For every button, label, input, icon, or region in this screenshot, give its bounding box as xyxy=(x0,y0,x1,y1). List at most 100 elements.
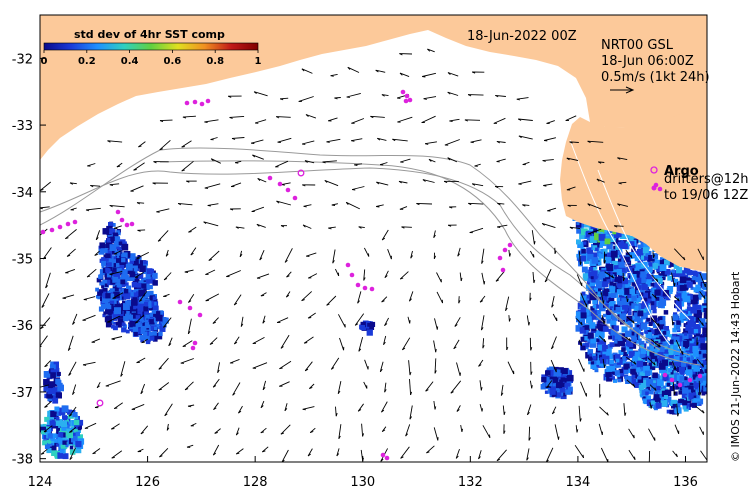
sst-pixel xyxy=(645,371,650,376)
sst-pixel xyxy=(121,258,125,262)
sst-pixel xyxy=(48,441,51,444)
sst-pixel xyxy=(70,446,74,450)
sst-pixel xyxy=(48,381,55,388)
sst-pixel xyxy=(57,453,63,459)
sst-pixel xyxy=(597,291,600,294)
sst-pixel xyxy=(588,300,591,303)
drifter-dot xyxy=(278,182,283,187)
sst-pixel xyxy=(124,289,128,293)
drifter-dot xyxy=(356,283,361,288)
sst-pixel xyxy=(687,357,691,361)
sst-pixel xyxy=(52,398,58,404)
sst-pixel xyxy=(634,383,639,388)
sst-pixel xyxy=(676,325,680,329)
credit-text: © IMOS 21-Jun-2022 14:43 Hobart xyxy=(729,271,742,462)
sst-pixel xyxy=(652,309,656,313)
sst-pixel xyxy=(592,257,599,264)
drifter-dot xyxy=(73,220,78,225)
sst-pixel xyxy=(630,237,633,240)
sst-pixel xyxy=(687,303,690,306)
sst-pixel xyxy=(680,313,686,319)
sst-pixel xyxy=(687,307,691,311)
sst-pixel xyxy=(661,400,668,407)
sst-pixel xyxy=(672,269,676,273)
sst-pixel xyxy=(56,417,60,421)
sst-pixel xyxy=(678,399,682,403)
sst-pixel xyxy=(152,280,158,286)
sst-pixel xyxy=(126,264,133,271)
drifters-label-line2: to 19/06 12Z xyxy=(664,188,748,203)
colorbar-tick-label: 0.8 xyxy=(206,56,224,67)
sst-pixel xyxy=(618,379,622,383)
current-arrowhead xyxy=(188,232,191,233)
sst-pixel xyxy=(693,271,698,276)
sst-pixel xyxy=(680,376,685,381)
sst-pixel xyxy=(57,372,61,376)
sst-pixel xyxy=(51,450,57,456)
current-arrow xyxy=(468,95,483,96)
sst-pixel xyxy=(75,441,81,447)
sst-pixel xyxy=(610,282,614,286)
sst-pixel xyxy=(690,307,697,314)
drifter-dot xyxy=(370,287,375,292)
sst-pixel xyxy=(684,333,687,336)
sst-pixel xyxy=(110,237,115,242)
sst-pixel xyxy=(545,370,551,376)
sst-pixel xyxy=(145,314,149,318)
drifter-dot xyxy=(185,101,190,106)
sst-pixel xyxy=(646,379,653,386)
sst-pixel xyxy=(646,318,650,322)
sst-pixel xyxy=(614,265,618,269)
sst-pixel xyxy=(602,290,608,296)
sst-pixel xyxy=(133,297,138,302)
sst-pixel xyxy=(62,415,67,420)
sst-pixel xyxy=(142,326,147,331)
sst-pixel xyxy=(149,319,154,324)
sst-pixel xyxy=(606,349,611,354)
lat-tick-label: -36 xyxy=(12,319,33,334)
current-arrowhead xyxy=(327,142,330,143)
sst-pixel xyxy=(708,372,713,377)
drifter-dot xyxy=(178,300,183,305)
sst-pixel xyxy=(583,273,588,278)
sst-pixel xyxy=(124,293,131,300)
sst-pixel xyxy=(599,234,606,241)
current-arrowhead xyxy=(422,77,425,78)
drifter-dot xyxy=(405,94,410,99)
sst-pixel xyxy=(47,390,51,394)
sst-pixel xyxy=(692,346,698,352)
sst-pixel xyxy=(593,356,597,360)
sst-pixel xyxy=(57,385,64,392)
sst-pixel xyxy=(74,420,80,426)
sst-pixel xyxy=(620,341,625,346)
sst-pixel xyxy=(681,371,684,374)
sst-pixel xyxy=(63,453,69,459)
sst-pixel xyxy=(105,228,109,232)
sst-pixel xyxy=(642,284,648,290)
drifter-dot xyxy=(350,273,355,278)
sst-pixel xyxy=(50,420,56,426)
sst-pixel xyxy=(617,269,623,275)
sst-pixel xyxy=(668,368,672,372)
sst-pixel xyxy=(641,323,648,330)
sst-pixel xyxy=(673,404,677,408)
sst-pixel xyxy=(694,287,699,292)
sst-pixel xyxy=(637,249,643,255)
sst-pixel xyxy=(667,383,671,387)
sst-pixel xyxy=(591,276,594,279)
drifter-dot xyxy=(688,378,693,383)
sst-pixel xyxy=(652,359,655,362)
current-arrow xyxy=(465,120,480,121)
sst-pixel xyxy=(598,272,605,279)
sst-pixel xyxy=(48,433,53,438)
current-arrowhead xyxy=(532,385,533,388)
current-arrowhead xyxy=(183,346,186,347)
product-label: NRT00 GSL xyxy=(601,38,674,53)
sst-pixel xyxy=(669,410,674,415)
sst-pixel xyxy=(689,335,693,339)
sst-pixel xyxy=(105,268,109,272)
sst-pixel xyxy=(150,336,155,341)
sst-pixel xyxy=(635,264,641,270)
sst-pixel xyxy=(591,270,597,276)
sst-pixel xyxy=(637,361,643,367)
